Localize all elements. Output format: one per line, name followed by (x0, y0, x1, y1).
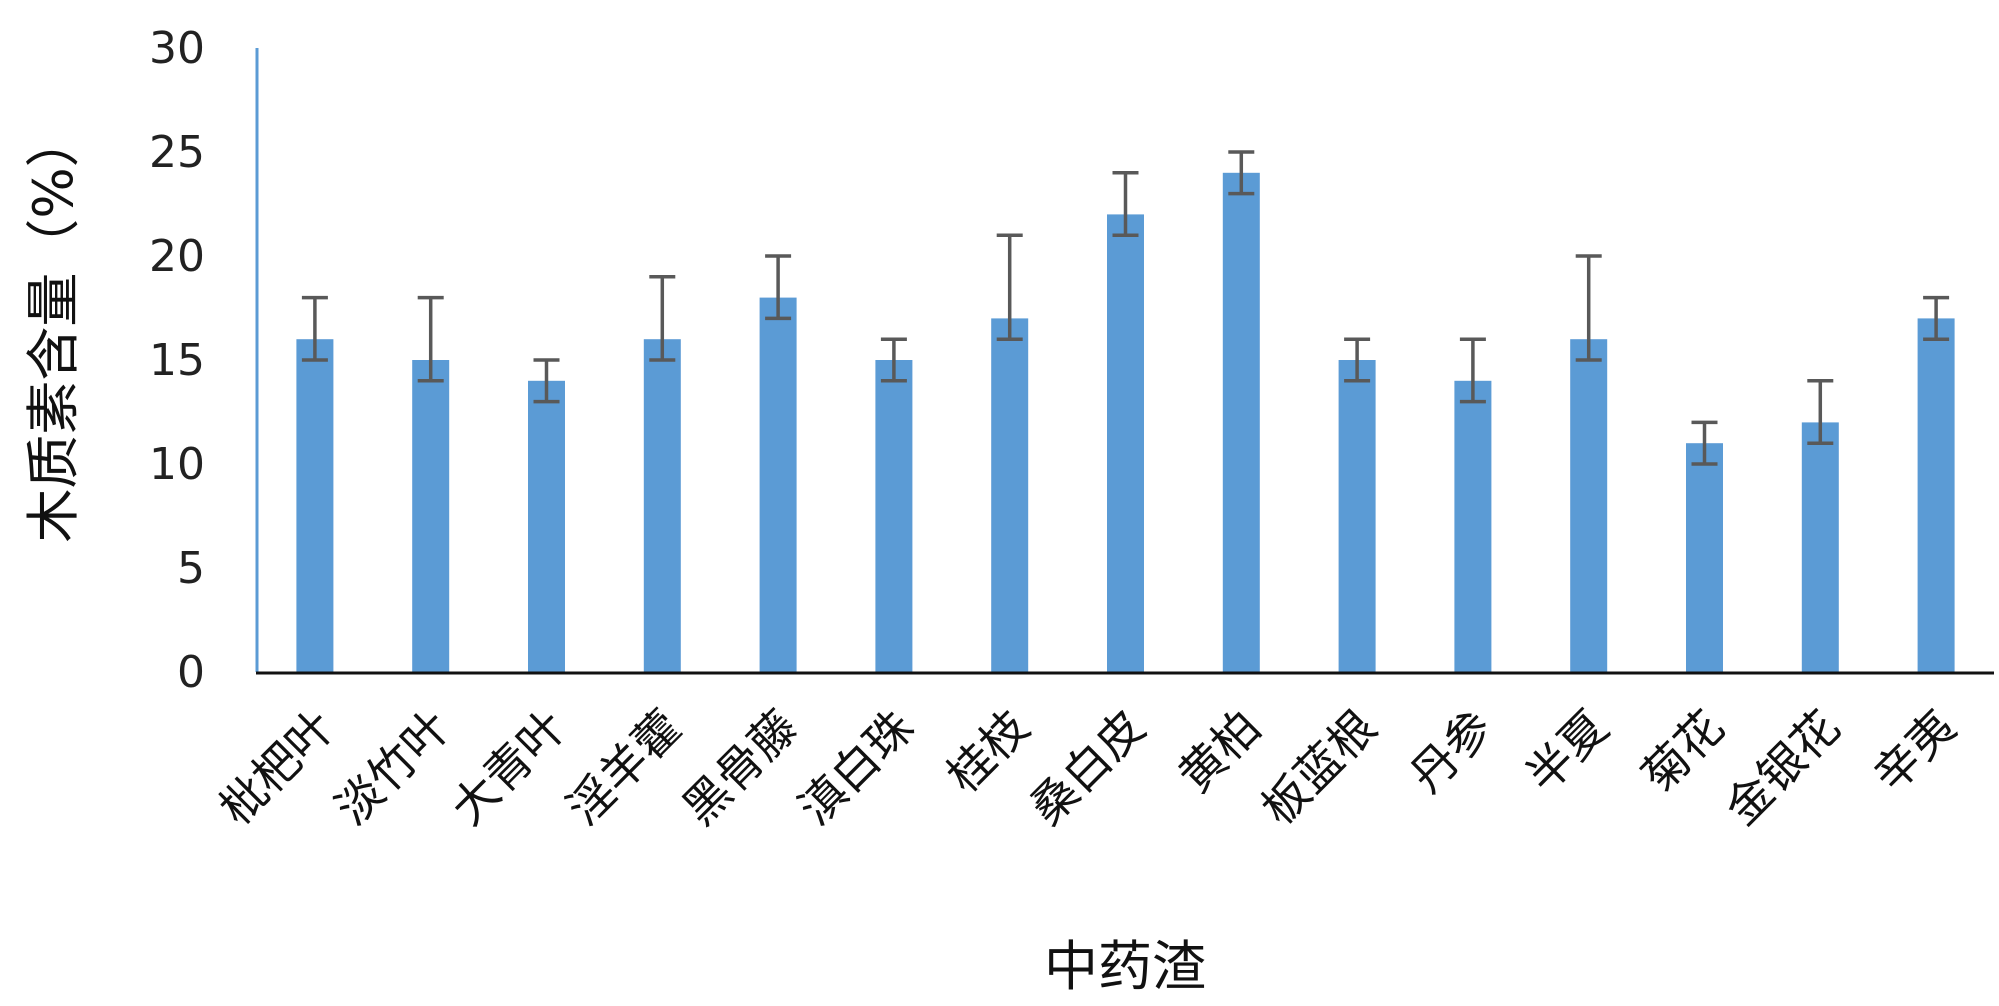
error-bar (301, 295, 328, 362)
x-tick-label: 板蓝根 (1251, 700, 1387, 836)
error-bar (765, 254, 792, 321)
bar (759, 297, 797, 672)
y-tick-label: 25 (149, 127, 205, 178)
error-bar (1575, 254, 1602, 362)
x-tick-label: 黑骨藤 (672, 700, 808, 836)
bar (1801, 422, 1839, 672)
error-bar (996, 233, 1023, 341)
error-bar (417, 295, 444, 383)
error-bar (1691, 420, 1718, 466)
error-bar (649, 275, 676, 362)
bar (1570, 339, 1608, 672)
x-tick-label: 辛夷 (1863, 700, 1966, 803)
y-tick-label: 10 (149, 439, 205, 490)
x-tick-label: 滇白珠 (788, 700, 924, 836)
bars-group (296, 172, 1955, 673)
x-tick-label: 枇杷叶 (209, 700, 345, 836)
error-bar (1923, 295, 1950, 341)
error-bar (880, 337, 907, 383)
bar (1338, 360, 1376, 672)
error-bar (1459, 337, 1486, 404)
bar (1917, 318, 1955, 672)
bar (1107, 214, 1144, 672)
y-tick-label: 5 (177, 543, 205, 594)
bar (1686, 443, 1723, 672)
x-tick-label: 大青叶 (441, 700, 577, 836)
x-tick-label: 淡竹叶 (325, 700, 461, 836)
y-tick-label: 15 (149, 335, 205, 386)
bar (528, 380, 565, 672)
error-bar (1112, 171, 1139, 237)
x-tick-label: 丹参 (1399, 700, 1502, 803)
y-tick-label: 20 (149, 231, 205, 282)
bar (875, 360, 913, 672)
x-tick-label: 淫羊藿 (556, 700, 692, 836)
x-tick-label: 金银花 (1714, 700, 1850, 836)
error-bar (1228, 150, 1255, 196)
error-bar (1807, 379, 1834, 445)
x-tick-label: 桑白皮 (1020, 700, 1156, 836)
bar (1454, 380, 1492, 672)
bar (1222, 172, 1260, 673)
y-axis-title: 木质素含量（%） (22, 113, 85, 542)
x-tick-label: 半夏 (1515, 700, 1618, 803)
error-bar (1344, 337, 1371, 383)
y-tick-label: 0 (177, 647, 205, 698)
bar (991, 318, 1029, 672)
bar (296, 339, 334, 672)
error-bar (533, 358, 560, 404)
bar (412, 360, 450, 672)
y-tick-labels: 0 5 10 15 20 25 30 (149, 23, 205, 698)
x-tick-label: 桂枝 (936, 700, 1039, 803)
x-tick-label: 菊花 (1631, 700, 1734, 803)
bar (643, 339, 681, 672)
error-bars-group (301, 150, 1950, 466)
x-tick-label: 黄柏 (1168, 700, 1271, 803)
x-axis-title: 中药渣 (1044, 935, 1206, 998)
y-tick-label: 30 (149, 23, 205, 74)
